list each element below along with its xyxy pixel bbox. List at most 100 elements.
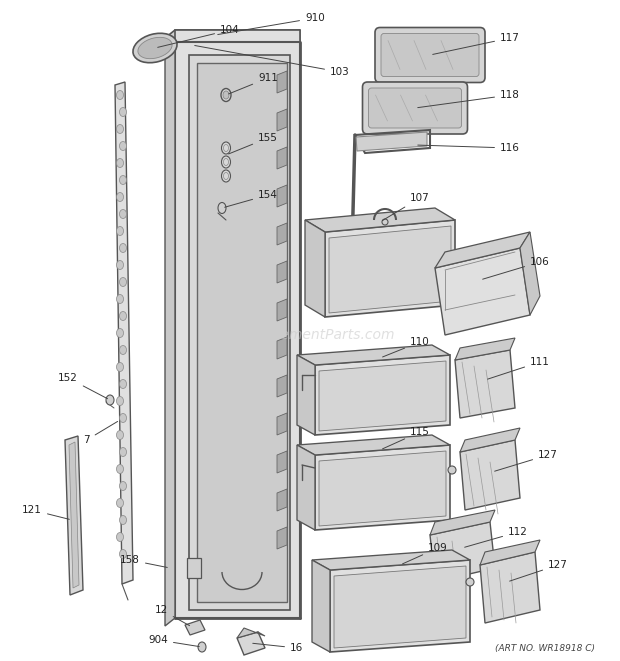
- Text: 155: 155: [229, 133, 278, 154]
- Text: 127: 127: [495, 450, 558, 471]
- Polygon shape: [237, 628, 265, 638]
- Text: 12: 12: [155, 605, 190, 626]
- Polygon shape: [69, 442, 79, 588]
- Ellipse shape: [120, 108, 126, 116]
- Ellipse shape: [117, 397, 123, 405]
- Polygon shape: [330, 560, 470, 652]
- Text: 107: 107: [383, 193, 430, 221]
- Polygon shape: [315, 445, 450, 530]
- Text: 910: 910: [218, 13, 325, 34]
- Polygon shape: [435, 232, 530, 268]
- Polygon shape: [277, 375, 287, 397]
- Ellipse shape: [120, 549, 126, 559]
- Ellipse shape: [120, 141, 126, 151]
- Ellipse shape: [117, 192, 123, 202]
- Polygon shape: [175, 42, 300, 618]
- FancyBboxPatch shape: [381, 34, 479, 77]
- Text: 110: 110: [383, 337, 430, 357]
- Ellipse shape: [120, 243, 126, 253]
- Ellipse shape: [218, 202, 226, 214]
- FancyBboxPatch shape: [375, 28, 485, 83]
- Polygon shape: [334, 566, 466, 648]
- Ellipse shape: [117, 362, 123, 371]
- Polygon shape: [305, 208, 455, 232]
- Ellipse shape: [120, 278, 126, 286]
- Polygon shape: [277, 489, 287, 511]
- Polygon shape: [460, 440, 520, 510]
- Polygon shape: [435, 248, 530, 335]
- Ellipse shape: [117, 159, 123, 167]
- Ellipse shape: [120, 481, 126, 490]
- Polygon shape: [277, 413, 287, 435]
- Polygon shape: [277, 261, 287, 283]
- Polygon shape: [480, 540, 540, 565]
- Polygon shape: [455, 338, 515, 360]
- Polygon shape: [165, 30, 300, 38]
- Text: 16: 16: [253, 643, 303, 653]
- Polygon shape: [460, 428, 520, 452]
- Text: 7: 7: [83, 422, 118, 445]
- Ellipse shape: [117, 227, 123, 235]
- Polygon shape: [297, 355, 315, 435]
- Ellipse shape: [198, 642, 206, 652]
- Polygon shape: [315, 355, 450, 435]
- Text: 117: 117: [433, 33, 520, 54]
- Text: 127: 127: [510, 560, 568, 581]
- Polygon shape: [455, 350, 515, 418]
- Polygon shape: [520, 232, 540, 315]
- Ellipse shape: [117, 498, 123, 508]
- Text: eReplacementParts.com: eReplacementParts.com: [225, 328, 395, 342]
- Polygon shape: [277, 337, 287, 359]
- Ellipse shape: [120, 414, 126, 422]
- Text: 103: 103: [195, 46, 350, 77]
- FancyBboxPatch shape: [368, 88, 461, 128]
- Ellipse shape: [466, 578, 474, 586]
- Polygon shape: [277, 185, 287, 207]
- Text: 118: 118: [418, 90, 520, 108]
- Text: 911: 911: [229, 73, 278, 94]
- Text: 116: 116: [418, 143, 520, 153]
- Ellipse shape: [117, 329, 123, 338]
- Ellipse shape: [117, 124, 123, 134]
- Ellipse shape: [117, 430, 123, 440]
- Ellipse shape: [117, 260, 123, 270]
- Ellipse shape: [120, 311, 126, 321]
- FancyBboxPatch shape: [363, 82, 467, 134]
- Ellipse shape: [138, 37, 172, 59]
- Ellipse shape: [221, 170, 231, 182]
- Polygon shape: [277, 109, 287, 131]
- Text: (ART NO. WR18918 C): (ART NO. WR18918 C): [495, 644, 595, 652]
- Ellipse shape: [120, 346, 126, 354]
- Ellipse shape: [133, 33, 177, 63]
- Ellipse shape: [117, 295, 123, 303]
- Text: 912: 912: [0, 660, 1, 661]
- Ellipse shape: [448, 466, 456, 474]
- Polygon shape: [305, 220, 325, 317]
- Ellipse shape: [120, 516, 126, 524]
- Polygon shape: [297, 445, 315, 530]
- Ellipse shape: [221, 142, 231, 154]
- Polygon shape: [115, 82, 133, 584]
- Text: 154: 154: [224, 190, 278, 208]
- Text: 121: 121: [22, 505, 69, 520]
- Polygon shape: [187, 558, 201, 578]
- Polygon shape: [277, 451, 287, 473]
- Ellipse shape: [120, 379, 126, 389]
- Ellipse shape: [120, 210, 126, 219]
- Polygon shape: [350, 243, 363, 263]
- Polygon shape: [356, 132, 427, 151]
- Text: 152: 152: [58, 373, 107, 399]
- Text: 109: 109: [402, 543, 448, 564]
- Ellipse shape: [117, 91, 123, 100]
- Polygon shape: [277, 223, 287, 245]
- Ellipse shape: [221, 156, 231, 168]
- Polygon shape: [185, 620, 205, 635]
- Ellipse shape: [120, 447, 126, 457]
- Polygon shape: [480, 552, 540, 623]
- Polygon shape: [175, 30, 300, 42]
- Polygon shape: [297, 345, 450, 365]
- Polygon shape: [165, 42, 175, 626]
- Ellipse shape: [120, 176, 126, 184]
- Ellipse shape: [117, 533, 123, 541]
- Text: 106: 106: [482, 257, 550, 279]
